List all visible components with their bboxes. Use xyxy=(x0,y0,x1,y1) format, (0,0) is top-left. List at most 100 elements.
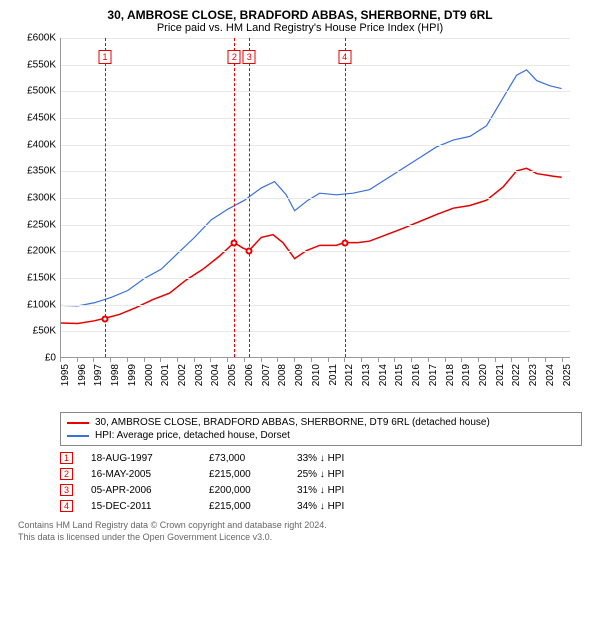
event-number-badge: 1 xyxy=(98,50,111,64)
event-table-row: 118-AUG-1997£73,00033% ↓ HPI xyxy=(60,450,582,466)
event-price: £200,000 xyxy=(209,485,279,496)
x-tick-label: 2003 xyxy=(194,364,205,386)
x-tick-mark xyxy=(411,358,412,362)
y-tick-label: £400K xyxy=(27,139,56,150)
y-tick-label: £600K xyxy=(27,33,56,44)
legend-row: HPI: Average price, detached house, Dors… xyxy=(67,429,575,442)
gridline xyxy=(61,171,570,172)
x-tick-mark xyxy=(60,358,61,362)
gridline xyxy=(61,305,570,306)
x-tick-label: 2002 xyxy=(177,364,188,386)
event-point-marker xyxy=(246,248,253,255)
x-tick-mark xyxy=(562,358,563,362)
event-date: 15-DEC-2011 xyxy=(91,501,191,512)
event-number: 1 xyxy=(60,452,73,464)
x-tick-mark xyxy=(144,358,145,362)
x-tick-label: 1998 xyxy=(110,364,121,386)
x-tick-label: 2009 xyxy=(294,364,305,386)
event-date: 05-APR-2006 xyxy=(91,485,191,496)
event-number: 2 xyxy=(60,468,73,480)
series-line-hpi xyxy=(61,70,562,306)
x-tick-label: 2016 xyxy=(411,364,422,386)
x-tick-mark xyxy=(93,358,94,362)
x-tick-mark xyxy=(227,358,228,362)
gridline xyxy=(61,251,570,252)
y-axis: £0£50K£100K£150K£200K£250K£300K£350K£400… xyxy=(18,38,60,358)
x-tick-mark xyxy=(344,358,345,362)
y-tick-label: £200K xyxy=(27,246,56,257)
x-tick-label: 2007 xyxy=(261,364,272,386)
chart-subtitle: Price paid vs. HM Land Registry's House … xyxy=(8,22,592,34)
x-tick-label: 2006 xyxy=(244,364,255,386)
x-tick-mark xyxy=(277,358,278,362)
x-tick-mark xyxy=(528,358,529,362)
event-price: £215,000 xyxy=(209,469,279,480)
x-tick-mark xyxy=(311,358,312,362)
x-tick-label: 2024 xyxy=(545,364,556,386)
gridline xyxy=(61,65,570,66)
plot-region: 1 23 4 xyxy=(60,38,570,358)
y-tick-label: £100K xyxy=(27,299,56,310)
event-number-badge: 4 xyxy=(338,50,351,64)
x-tick-label: 2012 xyxy=(344,364,355,386)
event-table-row: 305-APR-2006£200,00031% ↓ HPI xyxy=(60,482,582,498)
gridline xyxy=(61,118,570,119)
legend-swatch xyxy=(67,435,89,437)
event-point-marker xyxy=(101,316,108,323)
x-tick-label: 1996 xyxy=(77,364,88,386)
x-tick-mark xyxy=(545,358,546,362)
event-guideline xyxy=(249,38,250,357)
x-tick-mark xyxy=(394,358,395,362)
event-table-row: 415-DEC-2011£215,00034% ↓ HPI xyxy=(60,498,582,514)
y-tick-label: £50K xyxy=(33,326,56,337)
legend-label: 30, AMBROSE CLOSE, BRADFORD ABBAS, SHERB… xyxy=(95,417,490,428)
x-tick-mark xyxy=(177,358,178,362)
event-point-marker xyxy=(231,240,238,247)
event-hpi-diff: 31% ↓ HPI xyxy=(297,485,344,496)
x-tick-label: 1995 xyxy=(60,364,71,386)
y-tick-label: £300K xyxy=(27,193,56,204)
event-date: 16-MAY-2005 xyxy=(91,469,191,480)
gridline xyxy=(61,91,570,92)
legend-row: 30, AMBROSE CLOSE, BRADFORD ABBAS, SHERB… xyxy=(67,416,575,429)
x-tick-label: 2019 xyxy=(461,364,472,386)
event-number-badge: 3 xyxy=(243,50,256,64)
x-tick-label: 2025 xyxy=(562,364,573,386)
x-tick-mark xyxy=(294,358,295,362)
gridline xyxy=(61,225,570,226)
x-tick-label: 2023 xyxy=(528,364,539,386)
event-guideline xyxy=(105,38,106,357)
event-guideline xyxy=(234,38,235,357)
gridline xyxy=(61,278,570,279)
x-tick-mark xyxy=(328,358,329,362)
x-tick-mark xyxy=(428,358,429,362)
x-tick-mark xyxy=(194,358,195,362)
event-hpi-diff: 25% ↓ HPI xyxy=(297,469,344,480)
x-tick-label: 2010 xyxy=(311,364,322,386)
event-point-marker xyxy=(341,240,348,247)
legend: 30, AMBROSE CLOSE, BRADFORD ABBAS, SHERB… xyxy=(60,412,582,446)
event-number-badge: 2 xyxy=(228,50,241,64)
events-table: 118-AUG-1997£73,00033% ↓ HPI 2 16-MAY-2005… xyxy=(60,450,582,514)
x-tick-mark xyxy=(127,358,128,362)
x-tick-label: 1997 xyxy=(93,364,104,386)
x-tick-mark xyxy=(361,358,362,362)
x-tick-label: 2000 xyxy=(144,364,155,386)
gridline xyxy=(61,38,570,39)
legend-label: HPI: Average price, detached house, Dors… xyxy=(95,430,290,441)
x-tick-label: 2018 xyxy=(445,364,456,386)
y-tick-label: £250K xyxy=(27,219,56,230)
x-tick-label: 2017 xyxy=(428,364,439,386)
chart-title: 30, AMBROSE CLOSE, BRADFORD ABBAS, SHERB… xyxy=(8,8,592,22)
y-tick-label: £0 xyxy=(45,353,56,364)
x-tick-label: 2011 xyxy=(328,364,339,386)
y-tick-label: £450K xyxy=(27,113,56,124)
x-tick-label: 2022 xyxy=(511,364,522,386)
event-guideline xyxy=(345,38,346,357)
event-hpi-diff: 34% ↓ HPI xyxy=(297,501,344,512)
x-tick-mark xyxy=(160,358,161,362)
x-tick-label: 2004 xyxy=(210,364,221,386)
y-tick-label: £350K xyxy=(27,166,56,177)
gridline xyxy=(61,145,570,146)
x-tick-mark xyxy=(244,358,245,362)
